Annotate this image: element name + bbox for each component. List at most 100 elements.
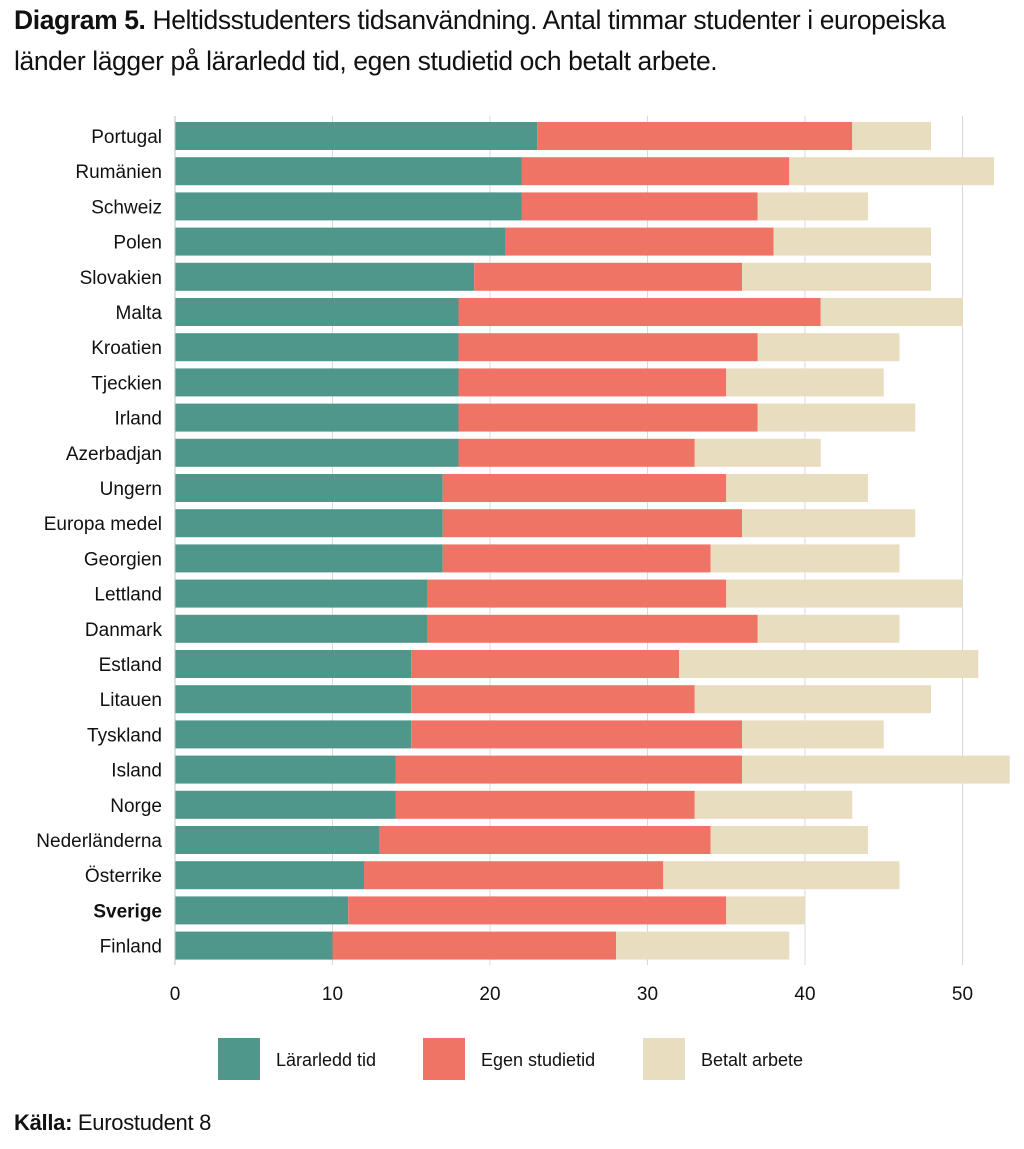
bar-teacher-led (175, 931, 333, 960)
bar-paid-work (757, 192, 868, 221)
bar-self-study (458, 403, 758, 432)
bar-paid-work (726, 896, 805, 925)
bar-teacher-led (175, 650, 412, 678)
x-tick-label: 0 (170, 984, 181, 1005)
category-label: Europa medel (44, 514, 162, 535)
category-label: Malta (116, 303, 163, 324)
bar-self-study (458, 333, 758, 362)
category-label: Polen (113, 233, 162, 254)
bar-paid-work (757, 614, 900, 643)
legend-swatch-paid-work (643, 1038, 685, 1080)
category-label: Norge (110, 796, 162, 817)
source-text: Eurostudent 8 (77, 1110, 212, 1135)
bar-teacher-led (175, 861, 364, 890)
category-label: Slovakien (80, 268, 162, 289)
bar-self-study (411, 720, 742, 749)
bar-teacher-led (175, 438, 459, 467)
bar-self-study (458, 438, 695, 467)
bar-paid-work (789, 157, 994, 186)
legend-swatch-teacher-led (218, 1038, 260, 1080)
bar-paid-work (710, 544, 900, 573)
bar-paid-work (726, 368, 884, 397)
bar-teacher-led (175, 474, 443, 502)
bar-paid-work (726, 579, 963, 608)
bar-paid-work (710, 826, 868, 854)
bar-paid-work (773, 227, 931, 256)
bar-paid-work (616, 931, 790, 960)
x-tick-label: 50 (952, 984, 973, 1005)
bar-self-study (537, 122, 853, 150)
category-label: Tyskland (87, 725, 162, 746)
bar-self-study (427, 614, 758, 643)
category-label: Irland (114, 409, 162, 430)
title-prefix: Diagram 5. (14, 5, 146, 35)
bar-paid-work (694, 790, 853, 819)
category-label: Georgien (84, 549, 162, 570)
category-label: Danmark (85, 620, 163, 641)
bar-teacher-led (175, 333, 459, 362)
bar-teacher-led (175, 403, 459, 432)
chart-title: Diagram 5. Heltidsstudenters tidsanvändn… (14, 0, 1014, 82)
category-label: Island (111, 761, 162, 782)
bar-teacher-led (175, 826, 380, 854)
bar-self-study (521, 157, 790, 186)
category-label: Litauen (100, 690, 162, 711)
bar-teacher-led (175, 790, 396, 819)
bar-self-study (521, 192, 758, 221)
bar-paid-work (852, 122, 931, 150)
bar-teacher-led (175, 298, 459, 326)
category-label: Azerbadjan (66, 444, 162, 465)
category-label: Österrike (85, 866, 162, 887)
bar-self-study (458, 368, 727, 397)
bar-teacher-led (175, 614, 427, 643)
category-label: Portugal (91, 127, 162, 148)
bar-paid-work (742, 262, 931, 291)
bar-paid-work (742, 509, 916, 538)
category-label: Rumänien (75, 162, 162, 183)
bar-self-study (458, 298, 821, 326)
bar-self-study (505, 227, 774, 256)
bar-paid-work (694, 438, 821, 467)
bar-paid-work (742, 720, 884, 749)
category-label: Nederländerna (36, 831, 162, 852)
bar-paid-work (663, 861, 900, 890)
category-label: Finland (100, 937, 162, 958)
bar-self-study (442, 509, 742, 538)
category-label: Kroatien (91, 338, 162, 359)
x-tick-label: 30 (637, 984, 658, 1005)
bar-teacher-led (175, 579, 427, 608)
bar-paid-work (742, 755, 1010, 784)
category-label: Estland (99, 655, 162, 676)
bar-self-study (442, 474, 727, 502)
category-label: Sverige (93, 901, 162, 922)
bar-self-study (427, 579, 727, 608)
bar-paid-work (679, 650, 979, 678)
bar-self-study (442, 544, 711, 573)
bar-teacher-led (175, 262, 475, 291)
category-label: Tjeckien (91, 373, 162, 394)
category-label: Ungern (100, 479, 162, 500)
source-label: Källa: (14, 1110, 73, 1135)
bar-teacher-led (175, 368, 459, 397)
legend-swatch-self-study (423, 1038, 465, 1080)
bar-paid-work (820, 298, 963, 326)
x-tick-label: 20 (479, 984, 500, 1005)
bar-teacher-led (175, 157, 522, 186)
bar-paid-work (726, 474, 868, 502)
x-tick-label: 40 (794, 984, 815, 1005)
bar-paid-work (757, 333, 900, 362)
bar-self-study (348, 896, 727, 925)
bar-self-study (379, 826, 711, 854)
bar-teacher-led (175, 509, 443, 538)
bar-paid-work (757, 403, 916, 432)
bar-teacher-led (175, 755, 396, 784)
bar-self-study (411, 650, 679, 678)
bar-teacher-led (175, 192, 522, 221)
bar-teacher-led (175, 122, 538, 150)
bar-teacher-led (175, 544, 443, 573)
category-label: Lettland (94, 585, 162, 606)
bar-paid-work (694, 685, 931, 714)
bar-self-study (411, 685, 695, 714)
category-label: Schweiz (91, 197, 162, 218)
bar-teacher-led (175, 227, 506, 256)
